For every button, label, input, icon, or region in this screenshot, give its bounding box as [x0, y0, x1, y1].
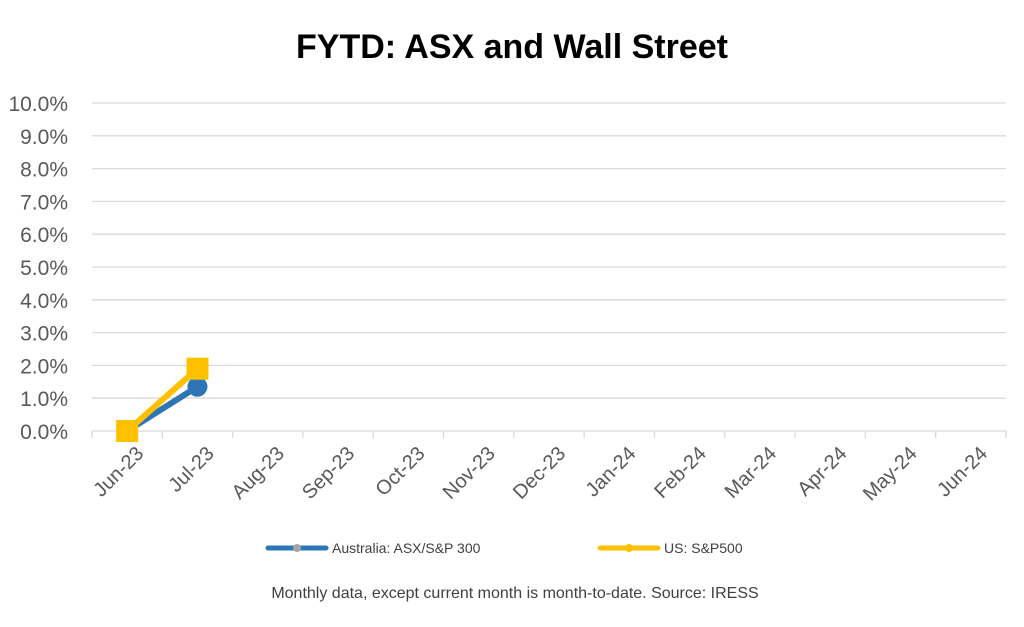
data-point	[187, 376, 208, 397]
x-tick-label: Jul-23	[165, 443, 219, 497]
y-tick-label: 1.0%	[20, 388, 68, 411]
legend-swatch-marker	[293, 544, 301, 552]
y-tick-label: 6.0%	[20, 224, 68, 247]
x-tick-label: Mar-24	[721, 443, 781, 503]
y-tick-label: 7.0%	[20, 191, 68, 214]
y-tick-label: 9.0%	[20, 126, 68, 149]
x-tick-label: Feb-24	[650, 443, 710, 503]
x-tick-label: Sep-23	[298, 443, 359, 504]
series-line	[125, 366, 200, 434]
y-tick-label: 8.0%	[20, 159, 68, 182]
legend-item: US: S&P500	[597, 540, 743, 556]
x-tick-label: Aug-23	[228, 443, 289, 504]
chart-footnote: Monthly data, except current month is mo…	[271, 585, 758, 602]
x-tick-label: Jun-23	[90, 443, 149, 502]
x-tick-label: May-24	[859, 443, 922, 506]
x-tick-label: Dec-23	[509, 443, 570, 504]
x-tick-label: Jun-24	[933, 443, 992, 502]
x-tick-label: Nov-23	[439, 443, 500, 504]
legend-swatch-marker	[625, 544, 633, 552]
data-point	[186, 357, 209, 380]
y-tick-label: 4.0%	[20, 290, 68, 313]
chart-title: FYTD: ASX and Wall Street	[296, 28, 728, 66]
axes	[91, 430, 1007, 438]
plot-series	[116, 357, 209, 442]
legend-label: US: S&P500	[664, 540, 743, 556]
y-tick-label: 5.0%	[20, 257, 68, 280]
legend-label: Australia: ASX/S&P 300	[332, 540, 481, 556]
x-tick-label: Apr-24	[793, 443, 851, 501]
y-tick-label: 0.0%	[20, 421, 68, 444]
y-tick-label: 2.0%	[20, 355, 68, 378]
y-axis-ticks: 0.0% 1.0% 2.0% 3.0% 4.0% 5.0% 6.0% 7.0% 8.0% 9.0%…	[8, 93, 68, 444]
y-tick-label: 10.0%	[8, 93, 68, 116]
x-tick-label: Jan-24	[582, 443, 641, 502]
x-tick-label: Oct-23	[372, 443, 430, 501]
legend: Australia: ASX/S&P 300 US: S&P500	[265, 540, 743, 556]
x-axis-ticks: Jun-23 Jul-23 Aug-23 Sep-23 Oct-23 Nov-23 Dec-…	[90, 443, 992, 506]
data-point	[116, 420, 139, 442]
gridlines	[92, 102, 1006, 399]
legend-item: Australia: ASX/S&P 300	[265, 540, 481, 556]
y-tick-label: 3.0%	[20, 323, 68, 346]
